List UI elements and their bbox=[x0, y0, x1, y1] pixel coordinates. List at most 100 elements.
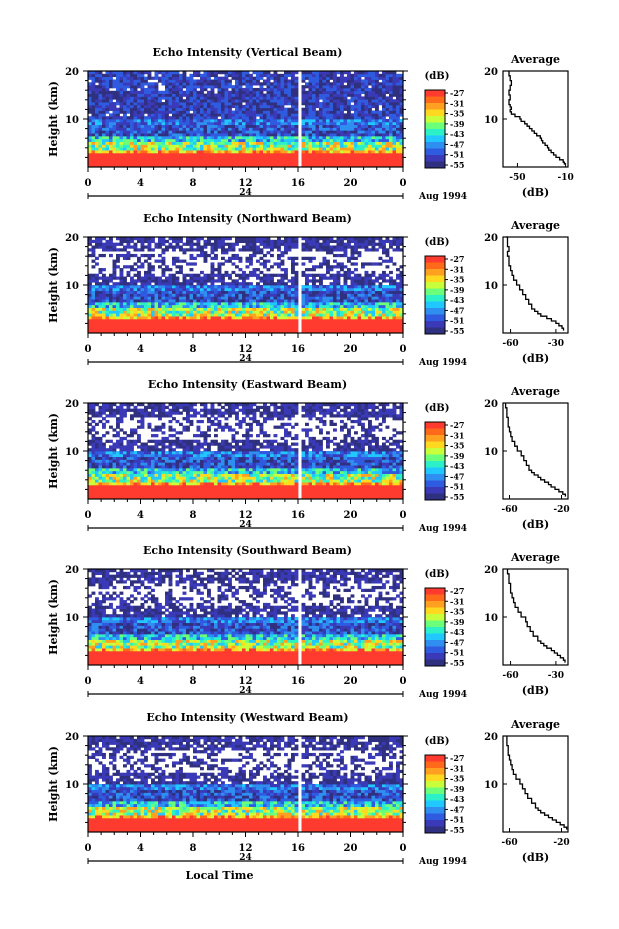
heatmap-cell bbox=[88, 290, 92, 294]
heatmap-cell bbox=[354, 82, 358, 86]
heatmap-cell bbox=[308, 147, 313, 151]
heatmap-cell bbox=[249, 119, 253, 123]
heatmap-cell bbox=[210, 262, 215, 266]
heatmap-cell bbox=[259, 138, 264, 142]
heatmap-cell bbox=[291, 276, 295, 280]
heatmap-cell bbox=[280, 285, 285, 289]
heatmap-cell bbox=[340, 293, 344, 297]
heatmap-cell bbox=[326, 124, 330, 128]
heatmap-cell bbox=[382, 290, 386, 294]
heatmap-cell bbox=[273, 304, 278, 308]
heatmap-cell bbox=[95, 121, 99, 126]
heatmap-cell bbox=[382, 296, 386, 300]
heatmap-cell bbox=[308, 113, 313, 117]
heatmap-cell bbox=[249, 104, 253, 109]
heatmap-cell bbox=[182, 124, 187, 128]
heatmap-cell bbox=[284, 133, 288, 137]
heatmap-cell bbox=[357, 144, 362, 148]
heatmap-cell bbox=[263, 116, 267, 120]
heatmap-cell bbox=[266, 282, 271, 286]
heatmap-cell bbox=[287, 116, 292, 120]
heatmap-cell bbox=[382, 144, 386, 148]
heatmap-cell bbox=[336, 155, 341, 159]
heatmap-cell bbox=[112, 73, 117, 78]
heatmap-cell bbox=[350, 324, 355, 328]
heatmap-cell bbox=[168, 76, 173, 80]
heatmap-cell bbox=[340, 71, 344, 75]
heatmap-cell bbox=[182, 107, 187, 111]
heatmap-cell bbox=[203, 327, 208, 331]
heatmap-cell bbox=[392, 299, 397, 303]
heatmap-cell bbox=[385, 265, 390, 269]
heatmap-cell bbox=[252, 318, 257, 323]
heatmap-cell bbox=[109, 155, 113, 159]
heatmap-cell bbox=[228, 93, 232, 97]
heatmap-cell bbox=[158, 121, 162, 126]
heatmap-cell bbox=[399, 330, 404, 334]
heatmap-cell bbox=[144, 99, 148, 103]
heatmap-cell bbox=[119, 279, 124, 283]
heatmap-cell bbox=[305, 141, 309, 145]
heatmap-cell bbox=[228, 102, 232, 106]
heatmap-cell bbox=[193, 87, 197, 92]
heatmap-cell bbox=[347, 287, 351, 292]
heatmap-cell bbox=[179, 124, 183, 128]
heatmap-cell bbox=[158, 304, 162, 308]
heatmap-cell bbox=[333, 121, 337, 126]
heatmap-cell bbox=[280, 310, 285, 314]
heatmap-cell bbox=[326, 127, 330, 131]
heatmap-cell bbox=[98, 270, 103, 275]
heatmap-cell bbox=[259, 270, 264, 275]
heatmap-cell bbox=[228, 147, 232, 151]
heatmap-cell bbox=[165, 90, 169, 94]
heatmap-cell bbox=[350, 301, 355, 306]
heatmap-cell bbox=[357, 121, 362, 126]
heatmap-cell bbox=[340, 318, 344, 323]
heatmap-cell bbox=[389, 121, 393, 126]
heatmap-cell bbox=[238, 147, 243, 151]
heatmap-cell bbox=[270, 273, 274, 277]
heatmap-cell bbox=[119, 273, 124, 277]
heatmap-cell bbox=[175, 164, 180, 168]
heatmap-cell bbox=[172, 71, 176, 75]
heatmap-cell bbox=[343, 150, 348, 154]
heatmap-cell bbox=[245, 285, 250, 289]
heatmap-cell bbox=[343, 293, 348, 297]
heatmap-cell bbox=[147, 158, 152, 162]
heatmap-cell bbox=[301, 124, 306, 128]
heatmap-cell bbox=[154, 318, 159, 323]
heatmap-cell bbox=[361, 79, 365, 83]
heatmap-cell bbox=[126, 290, 131, 294]
heatmap-cell bbox=[256, 161, 260, 165]
heatmap-cell bbox=[333, 321, 337, 325]
heatmap-cell bbox=[263, 299, 267, 303]
heatmap-cell bbox=[217, 310, 222, 314]
heatmap-cell bbox=[336, 99, 341, 103]
heatmap-cell bbox=[305, 104, 309, 109]
panel-title: Echo Intensity (Northward Beam) bbox=[143, 212, 352, 225]
heatmap-cell bbox=[158, 124, 162, 128]
heatmap-cell bbox=[214, 301, 218, 306]
heatmap-cell bbox=[217, 96, 222, 100]
heatmap-cell bbox=[228, 164, 232, 168]
heatmap-cell bbox=[98, 164, 103, 168]
heatmap-cell bbox=[385, 87, 390, 92]
heatmap-cell bbox=[375, 301, 379, 306]
heatmap-cell bbox=[154, 144, 159, 148]
heatmap-cell bbox=[249, 110, 253, 114]
heatmap-cell bbox=[312, 110, 316, 114]
heatmap-cell bbox=[203, 85, 208, 89]
heatmap-cell bbox=[333, 150, 337, 154]
heatmap-cell bbox=[126, 161, 131, 165]
heatmap-cell bbox=[382, 270, 386, 275]
heatmap-cell bbox=[252, 119, 257, 123]
heatmap-cell bbox=[207, 310, 211, 314]
heatmap-cell bbox=[361, 287, 365, 292]
heatmap-cell bbox=[88, 316, 92, 320]
heatmap-cell bbox=[252, 164, 257, 168]
heatmap-cell bbox=[308, 130, 313, 134]
heatmap-cell bbox=[189, 138, 194, 142]
heatmap-cell bbox=[389, 110, 393, 114]
heatmap-cell bbox=[336, 161, 341, 165]
heatmap-cell bbox=[88, 99, 92, 103]
